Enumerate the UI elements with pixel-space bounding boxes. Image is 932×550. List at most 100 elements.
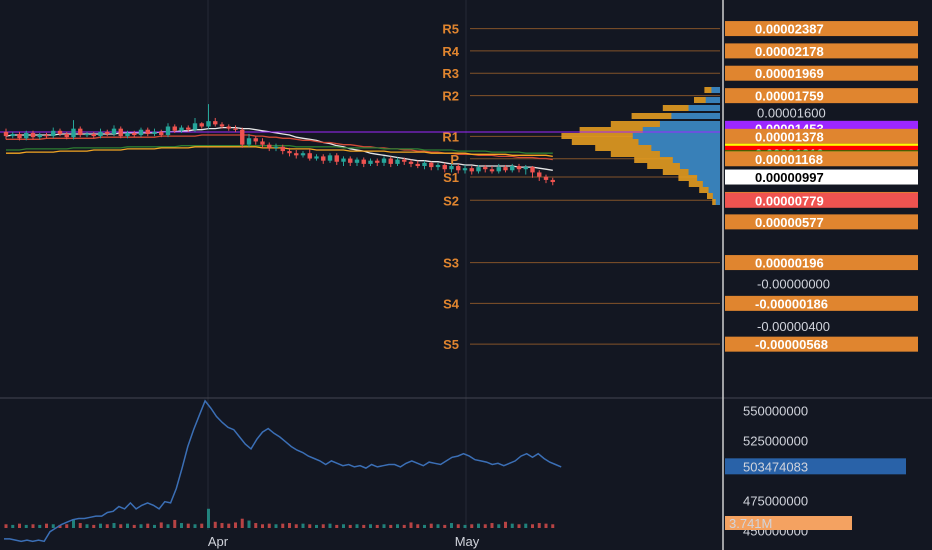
candle-body: [496, 167, 501, 172]
candle-body: [375, 160, 380, 163]
candle-body: [435, 164, 441, 168]
volume-bar: [497, 524, 501, 528]
price-axis[interactable]: 0.00001600 -0.00000000 -0.00000400: [757, 106, 830, 335]
volume-bar: [477, 523, 480, 528]
volume-bar: [227, 523, 231, 528]
candle-body: [523, 167, 528, 170]
pivot-label-r4: R4: [442, 44, 459, 59]
volume-bar: [112, 523, 116, 528]
candle-body: [530, 167, 535, 173]
price-tag-box: [725, 151, 918, 167]
candle-body: [334, 155, 339, 162]
candle-body: [199, 123, 204, 127]
candle-body: [165, 126, 171, 136]
candle-body: [442, 164, 447, 170]
volume-bar: [207, 508, 210, 528]
candle-body: [260, 141, 265, 145]
volume-bar: [11, 524, 15, 528]
candle-body: [159, 131, 164, 136]
candle-body: [429, 162, 434, 168]
candle-body: [10, 133, 15, 137]
candle-body: [341, 158, 346, 162]
pivot-label-r2: R2: [442, 89, 459, 104]
candle-body: [381, 158, 387, 163]
candle-body: [118, 128, 123, 137]
time-axis-label: Apr: [208, 534, 229, 549]
volume-bar: [443, 524, 447, 528]
volume-tag-label: 3.741M: [729, 516, 772, 531]
volume-bar: [301, 523, 305, 528]
candle-body: [402, 159, 407, 162]
volume-bar: [139, 524, 143, 528]
pivot-label-p: P: [450, 152, 459, 167]
volume-bar: [153, 524, 156, 528]
volume-bar: [308, 524, 312, 528]
candlestick-series: [3, 104, 555, 186]
candle-body: [273, 146, 279, 148]
volume-profile: [561, 87, 720, 205]
volume-bar: [126, 523, 129, 528]
volume-bar: [396, 524, 399, 528]
volume-tag-box: [725, 516, 852, 530]
candle-body: [226, 126, 231, 129]
volume-profile-bar-inner: [711, 87, 720, 93]
volume-bar: [58, 524, 62, 528]
pivot-label-s4: S4: [443, 296, 460, 311]
volume-bar: [234, 522, 237, 528]
volume-bar: [517, 524, 521, 528]
volume-profile-bar-inner: [697, 175, 720, 181]
indicator-tag-box: [725, 458, 906, 475]
moving-average-line: [6, 134, 553, 161]
candle-body: [84, 133, 90, 136]
candle-body: [24, 132, 29, 139]
volume-profile-bar-inner: [679, 163, 720, 169]
candle-body: [503, 167, 508, 171]
volume-bar: [4, 524, 8, 528]
price-tag-label: 0.00000779: [755, 193, 824, 208]
candle-body: [30, 132, 36, 138]
price-tag-box: [725, 255, 918, 271]
volume-profile-bar-inner: [642, 127, 720, 133]
volume-bar: [355, 524, 359, 528]
price-tag-label: -0.00000186: [755, 296, 828, 311]
candle-body: [267, 144, 272, 148]
candle-body: [125, 132, 130, 137]
time-axis[interactable]: Apr May: [208, 534, 480, 549]
indicator-axis-tick: 475000000: [743, 494, 808, 509]
volume-bar: [200, 523, 204, 528]
candle-body: [483, 167, 488, 170]
pivot-label-s2: S2: [443, 193, 459, 208]
indicator-line: [4, 399, 562, 543]
candle-body: [192, 123, 198, 130]
candle-body: [138, 129, 144, 136]
candle-body: [456, 166, 461, 171]
volume-bar: [375, 524, 379, 528]
volume-bar: [267, 523, 271, 528]
candle-body: [449, 166, 454, 170]
volume-bar: [483, 524, 487, 528]
volume-bar: [180, 523, 183, 528]
price-tag-box: [725, 128, 918, 144]
candle-body: [57, 130, 63, 134]
candle-body: [179, 127, 184, 131]
volume-bar: [456, 524, 460, 528]
candle-body: [408, 161, 414, 164]
candle-body: [280, 146, 285, 152]
volume-profile-bar-inner: [705, 97, 720, 103]
volume-bar: [166, 524, 170, 528]
volume-profile-bar-inner: [659, 121, 720, 127]
candle-body: [240, 129, 245, 145]
volume-bar: [328, 523, 332, 528]
price-axis-tick: 0.00001600: [757, 106, 826, 121]
grid-lines: [207, 0, 467, 530]
candle-body: [233, 128, 238, 130]
volume-bar: [72, 519, 75, 528]
candle-body: [44, 135, 49, 137]
volume-bar: [321, 524, 325, 528]
volume-bar: [51, 524, 55, 528]
pivot-labels: R5 R4 R3 R2 R1 P S1 S2 S3 S4 S5: [442, 22, 459, 353]
volume-bar: [247, 520, 251, 528]
volume-bar: [220, 523, 224, 528]
candle-body: [71, 128, 76, 138]
